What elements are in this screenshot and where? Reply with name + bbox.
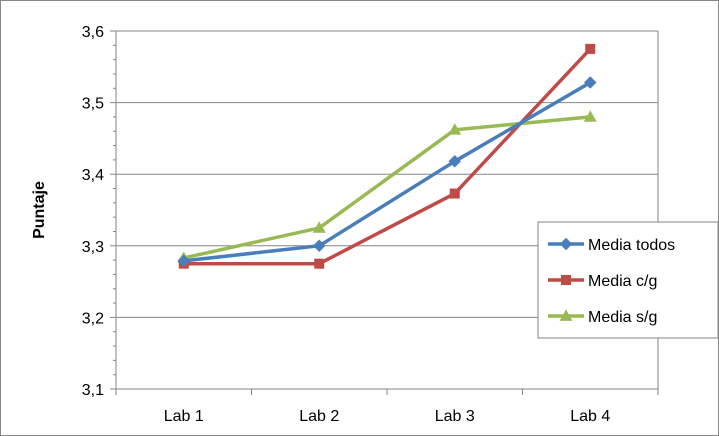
legend-label: Media c/g <box>588 273 657 290</box>
legend-item: Media c/g <box>548 273 657 290</box>
data-point-marker <box>448 155 461 168</box>
y-tick-label: 3,5 <box>82 96 104 113</box>
x-tick-label: Lab 4 <box>570 408 610 425</box>
data-point-marker <box>177 254 190 268</box>
legend: Media todos Media c/g Media s/g <box>537 221 719 339</box>
data-point-marker <box>312 221 326 233</box>
y-tick-label: 3,2 <box>82 310 104 327</box>
legend-label: Media todos <box>588 237 675 254</box>
data-point-marker <box>561 275 571 285</box>
legend-item: Media todos <box>548 237 675 254</box>
series-media-todos <box>177 76 597 268</box>
series-line <box>183 81 592 263</box>
legend-label: Media s/g <box>588 309 657 326</box>
data-point-marker <box>584 76 597 89</box>
series-line <box>183 115 591 260</box>
data-point-marker <box>314 258 325 269</box>
grid-layer <box>110 30 659 395</box>
legend-item: Media s/g <box>548 309 657 326</box>
series-layer <box>177 43 597 269</box>
axis-layer <box>115 31 658 390</box>
data-point-marker <box>449 188 460 199</box>
y-tick-label: 3,6 <box>82 24 104 41</box>
data-point-marker <box>559 237 573 251</box>
x-tick-label: Lab 1 <box>164 408 204 425</box>
y-tick-label: 3,1 <box>82 382 104 399</box>
series-media-s-g <box>177 110 597 263</box>
data-point-marker <box>448 123 462 135</box>
x-tick-label: Lab 3 <box>435 408 475 425</box>
y-tick-label: 3,3 <box>82 239 104 256</box>
data-point-marker <box>585 43 596 54</box>
y-tick-label: 3,4 <box>82 167 104 184</box>
x-tick-labels: Lab 1 Lab 2 Lab 3 Lab 4 <box>164 408 611 425</box>
data-point-marker <box>583 110 597 122</box>
x-tick-label: Lab 2 <box>299 408 339 425</box>
y-axis-title: Puntaje <box>31 181 48 239</box>
data-point-marker <box>313 239 326 253</box>
data-point-marker <box>559 309 573 321</box>
series-media-c-g <box>178 43 596 269</box>
y-tick-labels: 3,1 3,2 3,3 3,4 3,5 3,6 <box>82 24 104 399</box>
series-line <box>183 47 592 266</box>
